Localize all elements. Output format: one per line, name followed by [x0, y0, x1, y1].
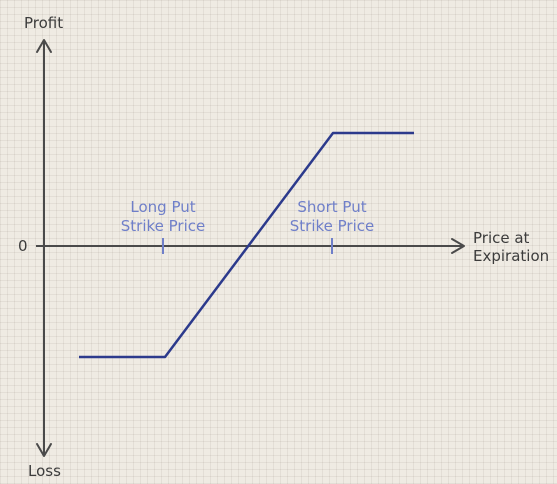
- long-put-strike-label-line1: Long Put: [113, 198, 213, 217]
- long-put-strike-label: Long Put Strike Price: [113, 198, 213, 236]
- x-axis-label-line2: Expiration: [473, 247, 549, 265]
- short-put-strike-label-line2: Strike Price: [282, 217, 382, 236]
- long-put-strike-label-line2: Strike Price: [113, 217, 213, 236]
- y-axis-profit-label: Profit: [24, 14, 63, 32]
- x-axis-label-line1: Price at: [473, 229, 549, 247]
- y-axis-loss-label: Loss: [28, 462, 61, 480]
- short-put-strike-label-line1: Short Put: [282, 198, 382, 217]
- zero-label: 0: [18, 237, 28, 255]
- short-put-strike-label: Short Put Strike Price: [282, 198, 382, 236]
- x-axis-label: Price at Expiration: [473, 229, 549, 265]
